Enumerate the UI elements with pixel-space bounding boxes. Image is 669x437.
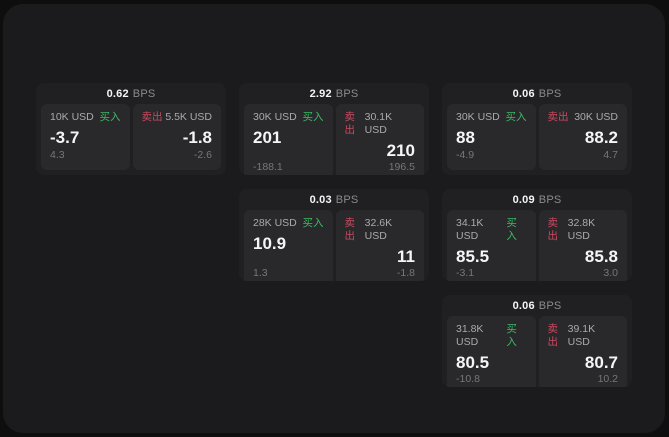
app-window: 0.62 BPS 10K USD 买入 -3.7 4.3 卖出 5.5K USD xyxy=(3,4,665,433)
sell-amount: 30K USD xyxy=(574,111,618,123)
sell-amount: 32.6K USD xyxy=(364,217,393,242)
buy-delta: 1.3 xyxy=(253,267,268,279)
sell-price: 85.8 xyxy=(584,247,618,266)
sell-side-label: 卖出 xyxy=(344,217,356,242)
buy-price: 85.5 xyxy=(456,247,490,266)
buy-price: 88 xyxy=(456,128,475,147)
sell-amount: 39.1K USD xyxy=(567,323,596,348)
bps-header: 0.06 BPS xyxy=(442,83,632,104)
quote-card: 0.06 BPS 31.8K USD 买入 80.5 -10.8 卖出 39.1… xyxy=(442,295,632,387)
buy-sell-panels: 10K USD 买入 -3.7 4.3 卖出 5.5K USD -1.8 -2.… xyxy=(36,104,226,175)
sell-delta: -1.8 xyxy=(396,267,415,279)
buy-delta: -4.9 xyxy=(456,149,475,161)
buy-amount: 10K USD xyxy=(50,111,94,123)
buy-sell-panels: 30K USD 买入 88 -4.9 卖出 30K USD 88.2 4.7 xyxy=(442,104,632,175)
sell-side-label: 卖出 xyxy=(547,323,559,348)
bps-header: 0.03 BPS xyxy=(239,189,429,210)
bps-value: 0.06 xyxy=(512,87,535,100)
buy-delta: -10.8 xyxy=(456,373,480,385)
buy-side-label: 买入 xyxy=(99,111,121,123)
buy-panel[interactable]: 30K USD 买入 201 -188.1 xyxy=(244,104,333,175)
sell-delta: 196.5 xyxy=(388,161,415,173)
sell-panel[interactable]: 卖出 32.6K USD 11 -1.8 xyxy=(335,210,424,281)
quote-card: 0.06 BPS 30K USD 买入 88 -4.9 卖出 30K USD xyxy=(442,83,632,175)
quote-card: 0.62 BPS 10K USD 买入 -3.7 4.3 卖出 5.5K USD xyxy=(36,83,226,175)
buy-price: 10.9 xyxy=(253,234,287,253)
sell-delta: 4.7 xyxy=(603,149,618,161)
buy-sell-panels: 34.1K USD 买入 85.5 -3.1 卖出 32.8K USD 85.8… xyxy=(442,210,632,281)
buy-amount: 34.1K USD xyxy=(456,217,484,242)
bps-value: 0.62 xyxy=(106,87,129,100)
bps-value: 0.09 xyxy=(512,193,535,206)
sell-side-label: 卖出 xyxy=(547,111,569,123)
buy-amount: 28K USD xyxy=(253,217,297,229)
sell-amount: 30.1K USD xyxy=(364,111,393,136)
bps-unit-label: BPS xyxy=(335,87,359,100)
bps-value: 2.92 xyxy=(309,87,332,100)
buy-amount: 30K USD xyxy=(456,111,500,123)
sell-side-label: 卖出 xyxy=(547,217,559,242)
quote-card: 0.09 BPS 34.1K USD 买入 85.5 -3.1 卖出 32.8K… xyxy=(442,189,632,281)
bps-value: 0.03 xyxy=(309,193,332,206)
buy-amount: 30K USD xyxy=(253,111,297,123)
sell-panel[interactable]: 卖出 30K USD 88.2 4.7 xyxy=(538,104,627,170)
buy-side-label: 买入 xyxy=(506,217,517,242)
sell-panel[interactable]: 卖出 32.8K USD 85.8 3.0 xyxy=(538,210,627,281)
quote-card: 0.03 BPS 28K USD 买入 10.9 1.3 卖出 32.6K US… xyxy=(239,189,429,281)
sell-price: 210 xyxy=(386,141,415,160)
buy-panel[interactable]: 10K USD 买入 -3.7 4.3 xyxy=(41,104,130,170)
sell-delta: -2.6 xyxy=(193,149,212,161)
buy-delta: -3.1 xyxy=(456,267,475,279)
sell-side-label: 卖出 xyxy=(141,111,163,123)
bps-header: 2.92 BPS xyxy=(239,83,429,104)
sell-price: 11 xyxy=(397,247,415,266)
sell-price: 80.7 xyxy=(584,353,618,372)
buy-price: 80.5 xyxy=(456,353,490,372)
buy-sell-panels: 31.8K USD 买入 80.5 -10.8 卖出 39.1K USD 80.… xyxy=(442,316,632,387)
sell-delta: 3.0 xyxy=(603,267,618,279)
buy-panel[interactable]: 30K USD 买入 88 -4.9 xyxy=(447,104,536,170)
buy-panel[interactable]: 28K USD 买入 10.9 1.3 xyxy=(244,210,333,281)
bps-unit-label: BPS xyxy=(538,299,562,312)
bps-unit-label: BPS xyxy=(335,193,359,206)
buy-side-label: 买入 xyxy=(506,323,517,348)
sell-side-label: 卖出 xyxy=(344,111,356,136)
bps-header: 0.62 BPS xyxy=(36,83,226,104)
buy-sell-panels: 30K USD 买入 201 -188.1 卖出 30.1K USD 210 1… xyxy=(239,104,429,175)
bps-unit-label: BPS xyxy=(538,87,562,100)
buy-price: 201 xyxy=(253,128,282,147)
sell-panel[interactable]: 卖出 39.1K USD 80.7 10.2 xyxy=(538,316,627,387)
quote-card: 2.92 BPS 30K USD 买入 201 -188.1 卖出 30.1K … xyxy=(239,83,429,175)
buy-delta: 4.3 xyxy=(50,149,65,161)
buy-side-label: 买入 xyxy=(302,111,324,123)
sell-panel[interactable]: 卖出 5.5K USD -1.8 -2.6 xyxy=(132,104,221,170)
sell-amount: 5.5K USD xyxy=(165,111,212,123)
bps-unit-label: BPS xyxy=(132,87,156,100)
buy-panel[interactable]: 34.1K USD 买入 85.5 -3.1 xyxy=(447,210,536,281)
quote-card-grid: 0.62 BPS 10K USD 买入 -3.7 4.3 卖出 5.5K USD xyxy=(36,83,632,387)
bps-header: 0.06 BPS xyxy=(442,295,632,316)
sell-panel[interactable]: 卖出 30.1K USD 210 196.5 xyxy=(335,104,424,175)
sell-price: -1.8 xyxy=(182,128,212,147)
sell-amount: 32.8K USD xyxy=(567,217,596,242)
buy-side-label: 买入 xyxy=(505,111,527,123)
sell-price: 88.2 xyxy=(584,128,618,147)
bps-header: 0.09 BPS xyxy=(442,189,632,210)
buy-amount: 31.8K USD xyxy=(456,323,484,348)
bps-value: 0.06 xyxy=(512,299,535,312)
buy-sell-panels: 28K USD 买入 10.9 1.3 卖出 32.6K USD 11 -1.8 xyxy=(239,210,429,281)
buy-price: -3.7 xyxy=(50,128,80,147)
buy-side-label: 买入 xyxy=(302,217,324,229)
bps-unit-label: BPS xyxy=(538,193,562,206)
buy-panel[interactable]: 31.8K USD 买入 80.5 -10.8 xyxy=(447,316,536,387)
buy-delta: -188.1 xyxy=(253,161,283,173)
sell-delta: 10.2 xyxy=(597,373,618,385)
